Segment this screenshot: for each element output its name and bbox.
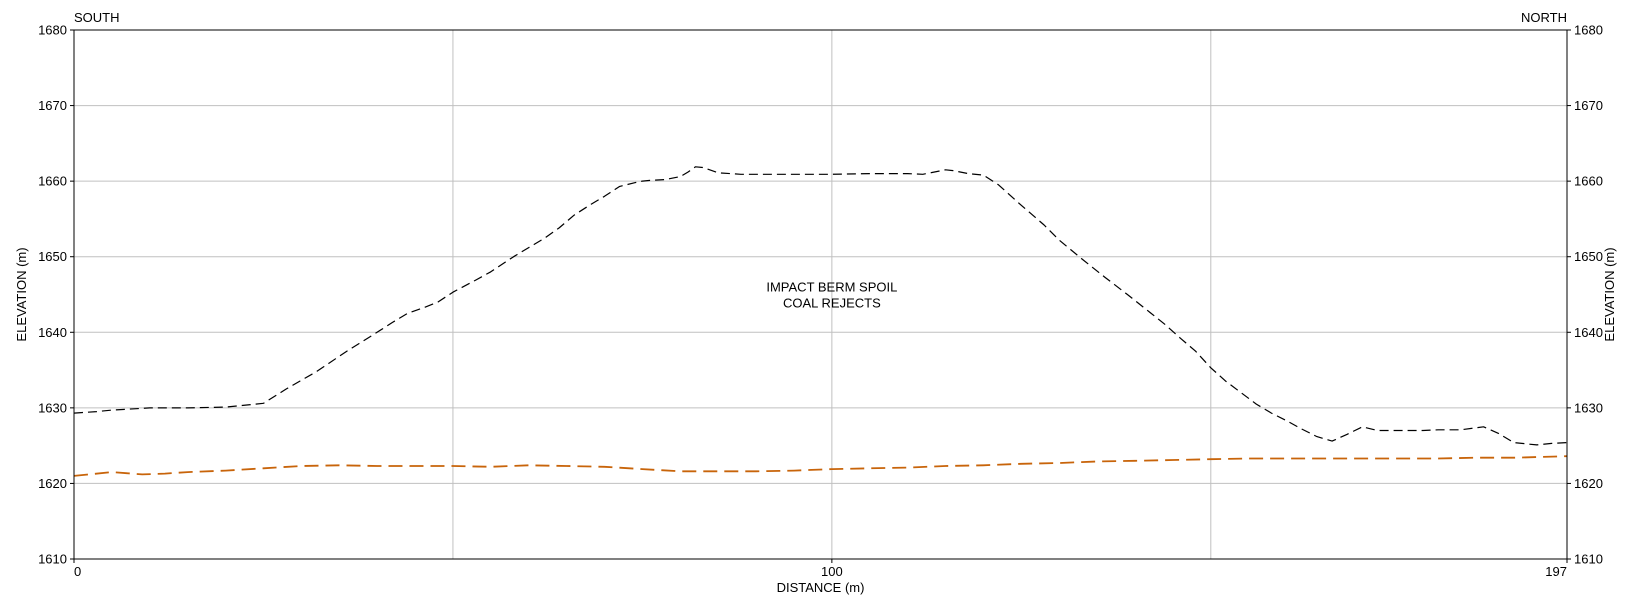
y-tick-label-left: 1650 — [38, 249, 67, 264]
direction-label-north: NORTH — [1521, 10, 1567, 25]
annotation-impact-berm-spoil: IMPACT BERM SPOIL — [766, 280, 897, 295]
y-tick-label-left: 1630 — [38, 400, 67, 415]
x-tick-label: 0 — [74, 564, 81, 579]
y-tick-label-left: 1680 — [38, 23, 67, 38]
direction-label-south: SOUTH — [74, 10, 120, 25]
y-tick-label-left: 1610 — [38, 552, 67, 567]
y-tick-label-right: 1630 — [1574, 400, 1603, 415]
y-tick-label-right: 1640 — [1574, 325, 1603, 340]
grid-layer — [74, 30, 1567, 559]
y-tick-label-left: 1640 — [38, 325, 67, 340]
series-line-ground-surface — [73, 166, 1568, 446]
x-tick-label: 100 — [821, 564, 843, 579]
y-tick-label-left: 1660 — [38, 174, 67, 189]
y-tick-label-right: 1610 — [1574, 552, 1603, 567]
annotation-coal-rejects: COAL REJECTS — [783, 296, 881, 311]
y-tick-label-right: 1650 — [1574, 249, 1603, 264]
y-tick-label-right: 1680 — [1574, 23, 1603, 38]
x-axis-title: DISTANCE (m) — [777, 580, 865, 595]
plot-frame — [73, 29, 1568, 560]
series-line-base — [73, 455, 1568, 477]
y-axis-title-right: ELEVATION (m) — [1602, 247, 1617, 341]
x-tick-label: 197 — [1545, 564, 1567, 579]
y-tick-label-right: 1620 — [1574, 476, 1603, 491]
y-tick-label-right: 1660 — [1574, 174, 1603, 189]
y-axis-title-left: ELEVATION (m) — [14, 247, 29, 341]
y-tick-label-left: 1670 — [38, 98, 67, 113]
y-tick-label-left: 1620 — [38, 476, 67, 491]
series-layer — [73, 166, 1568, 477]
y-tick-label-right: 1670 — [1574, 98, 1603, 113]
tick-layer: 1610 1610 1620 1620 1630 1630 1640 1640 1650 1650… — [38, 23, 1603, 580]
